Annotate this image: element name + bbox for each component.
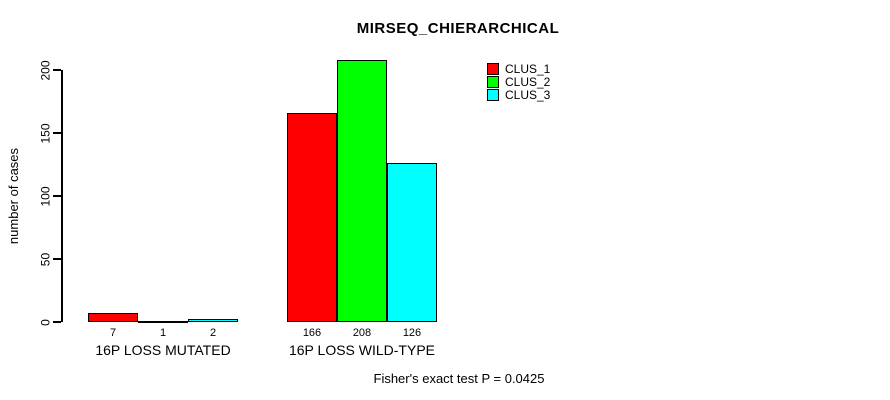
bar-clus-1 — [88, 313, 138, 322]
bar-value-label: 2 — [209, 327, 217, 339]
legend-label: CLUS_3 — [505, 88, 551, 103]
bar-value-label: 208 — [352, 327, 372, 339]
legend-swatch-clus-1 — [487, 62, 499, 75]
bar-value-label: 126 — [402, 327, 422, 339]
y-axis-tick — [53, 321, 61, 323]
y-axis-tick-label: 200 — [38, 59, 53, 81]
y-axis-tick — [53, 195, 61, 197]
bar-clus-3 — [188, 319, 238, 322]
legend-label: CLUS_1 — [505, 61, 551, 76]
bar-value-label: 166 — [302, 327, 322, 339]
x-category-label: 16P LOSS WILD-TYPE — [288, 342, 435, 358]
bar-value-label: 7 — [109, 327, 117, 339]
annotation-fisher-test: Fisher's exact test P = 0.0425 — [373, 371, 545, 386]
y-axis-tick-label: 150 — [38, 122, 53, 144]
y-axis-tick-label: 0 — [38, 318, 53, 326]
legend-item-clus-3: CLUS_3 — [487, 89, 550, 102]
y-axis-label: number of cases — [6, 147, 21, 245]
legend-swatch-clus-2 — [487, 76, 499, 89]
legend-item-clus-2: CLUS_2 — [487, 75, 551, 90]
legend-swatch-clus-3 — [487, 89, 499, 102]
legend: CLUS_1 CLUS_2 CLUS_3 — [487, 62, 550, 102]
y-axis-tick — [53, 132, 61, 134]
legend-label: CLUS_2 — [505, 75, 551, 90]
x-category-label: 16P LOSS MUTATED — [95, 342, 231, 358]
bar-clus-3 — [387, 163, 437, 322]
bar-clus-2 — [138, 320, 188, 323]
y-axis-tick-label: 50 — [38, 252, 53, 266]
bar-clus-1 — [287, 112, 337, 322]
legend-item-clus-1: CLUS_1 — [487, 62, 550, 75]
bar-clus-2 — [337, 59, 387, 322]
y-axis-tick-label: 100 — [38, 185, 53, 207]
y-axis-tick — [53, 258, 61, 260]
y-axis-tick — [53, 69, 61, 71]
y-axis-line — [61, 70, 63, 322]
chart-title: MIRSEQ_CHIERARCHICAL — [356, 20, 560, 37]
bar-value-label: 1 — [159, 327, 167, 339]
